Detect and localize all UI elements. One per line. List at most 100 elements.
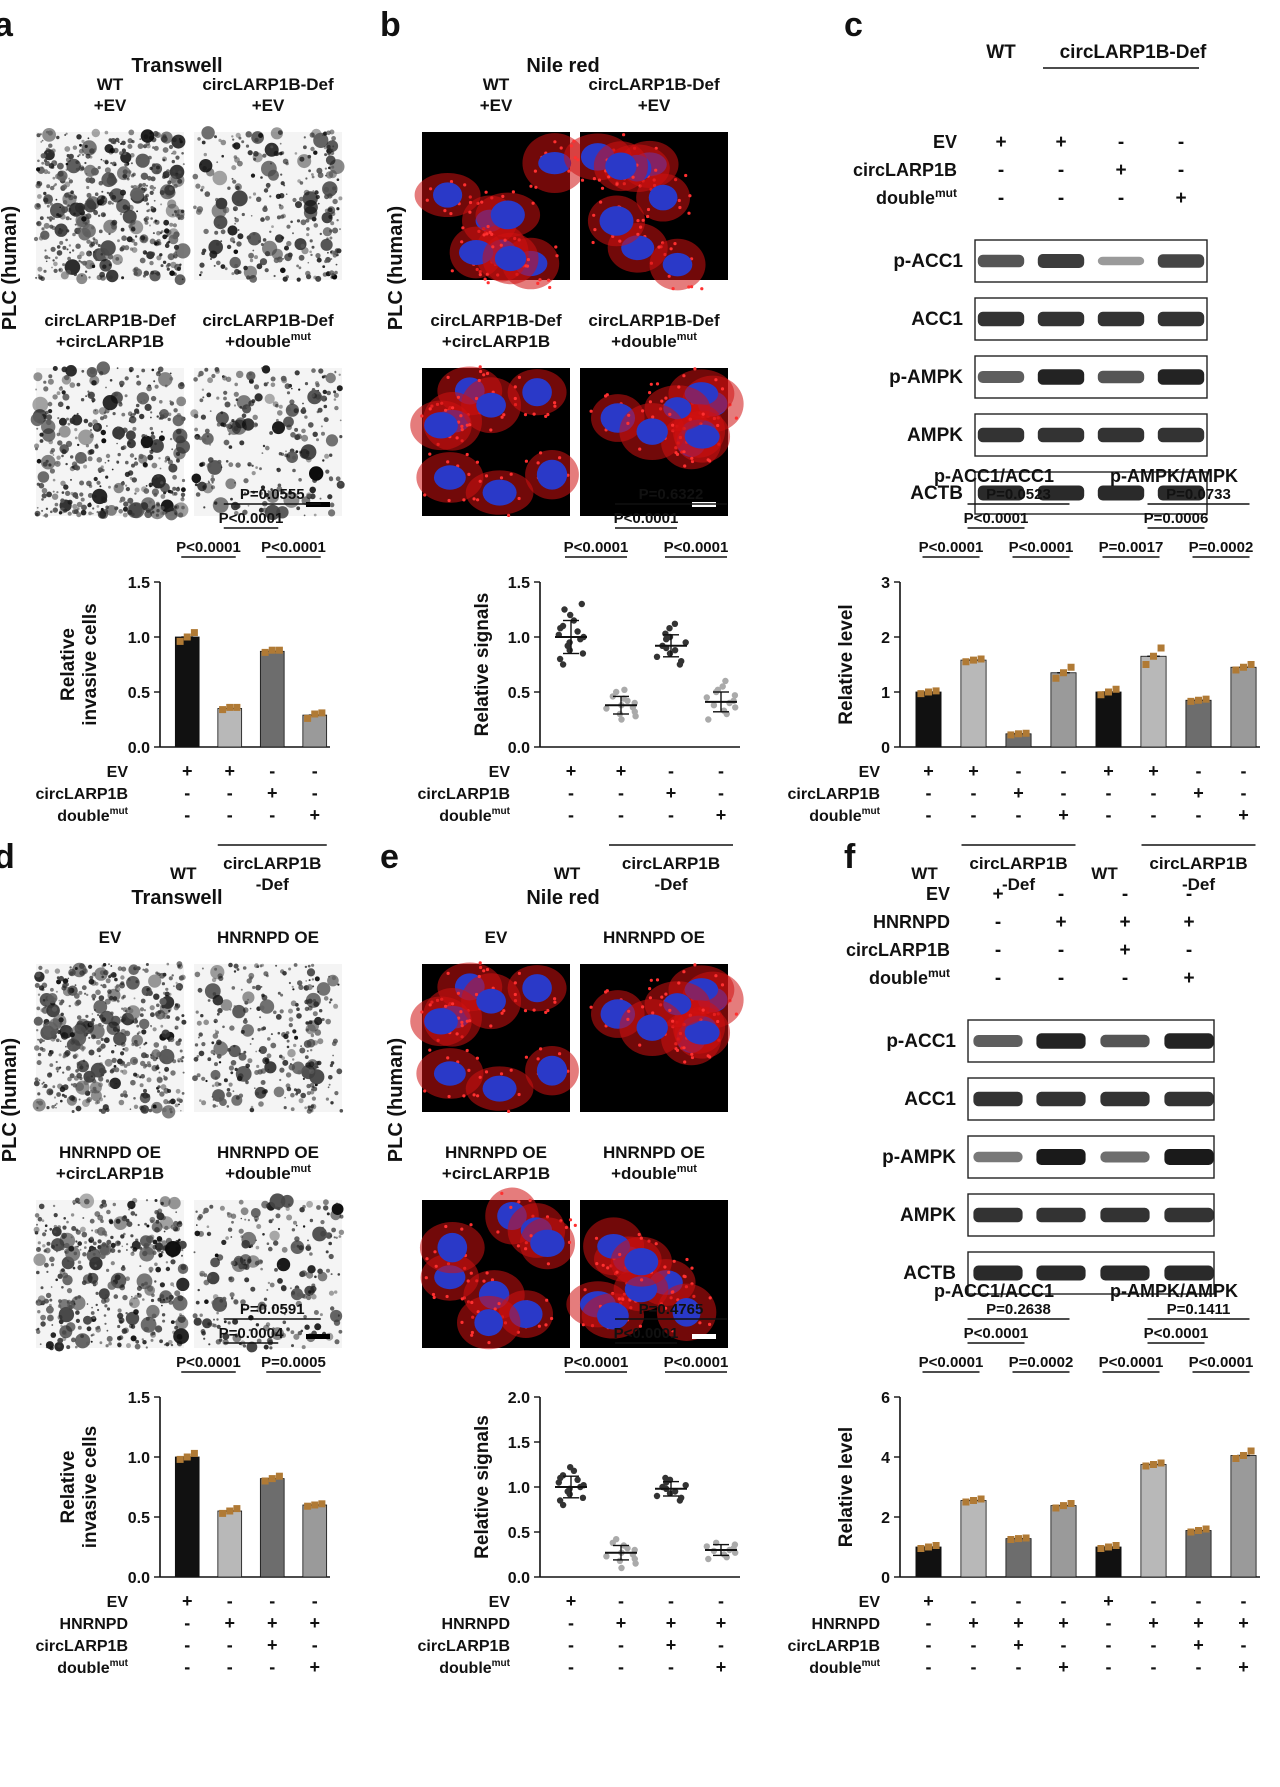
c-bar-condition-label: EV (859, 764, 881, 781)
transwell-image-d-1-cell (197, 1036, 200, 1039)
transwell-image-d-3-cell (294, 1236, 300, 1242)
nile-image-e-3-droplet (595, 1262, 599, 1266)
transwell-image-a-0-cell (164, 184, 176, 196)
nile-image-e-1-droplet (714, 974, 718, 978)
transwell-image-a-3-cell (285, 450, 287, 453)
transwell-image-a-3-cell (201, 432, 214, 445)
transwell-image-d-3-cell (207, 1271, 220, 1285)
transwell-image-a-0-cell (120, 190, 124, 195)
nile-image-b-2-droplet (457, 420, 461, 424)
transwell-image-d-1-cell (298, 984, 304, 991)
transwell-image-a-2-cell (74, 428, 78, 432)
d-bar-point (261, 1477, 269, 1485)
transwell-image-d-2-cell (62, 1272, 69, 1279)
c-bar-point (970, 656, 977, 664)
transwell-image-a-2-cell (38, 482, 45, 489)
transwell-image-d-1-cell (292, 1058, 295, 1061)
transwell-image-d-2-cell (106, 1239, 112, 1245)
blot-band-ACC1 (973, 1091, 1023, 1107)
b-scatter-point (666, 625, 673, 632)
transwell-image-d-2-cell (125, 1311, 140, 1326)
transwell-image-d-1-cell (219, 1097, 222, 1100)
transwell-image-a-3-cell (263, 382, 268, 387)
transwell-image-d-1-cell (261, 993, 265, 998)
transwell-image-a-2-cell (74, 495, 79, 500)
transwell-image-d-1-cell (233, 1005, 237, 1008)
transwell-image-a-3-cell (199, 398, 204, 403)
nile-image-e-1 (580, 963, 744, 1112)
transwell-image-a-2-cell (76, 412, 79, 415)
nile-image-e-2-droplet (550, 1316, 554, 1321)
transwell-image-d-0-cell (70, 1024, 87, 1041)
transwell-image-d-0-cell (128, 978, 131, 982)
transwell-image-d-0-cell (150, 1012, 155, 1018)
transwell-image-a-3-cell (322, 389, 327, 395)
transwell-image-a-1-cell (306, 227, 310, 231)
nile-image-b-2-droplet (532, 412, 536, 416)
transwell-image-a-1-cell (300, 243, 305, 249)
transwell-image-d-2-cell (101, 1298, 107, 1304)
transwell-image-a-2-cell (138, 453, 144, 459)
transwell-image-d-1-cell (279, 1009, 284, 1014)
transwell-image-d-2-cell (57, 1314, 63, 1320)
transwell-image-d-1-cell (201, 1100, 207, 1106)
transwell-image-a-2-cell (103, 414, 108, 419)
panel-title-a: Transwell (131, 55, 222, 77)
transwell-image-d-2-cell (176, 1277, 190, 1291)
f-bar-point (1195, 1527, 1202, 1534)
transwell-image-a-1-cell (322, 265, 326, 268)
transwell-image-a-2-cell (47, 401, 53, 407)
a-bar-group-label: WT (170, 864, 197, 883)
transwell-image-d-0-cell (104, 1058, 113, 1067)
nile-image-b-1-droplet (576, 158, 580, 162)
transwell-image-a-2-cell (173, 408, 178, 413)
transwell-image-d-0-cell (122, 994, 126, 999)
transwell-image-d-2-cell (174, 1290, 181, 1297)
transwell-image-a-1-cell (234, 183, 242, 191)
blot-condition-value: + (1183, 968, 1194, 989)
transwell-image-a-3-cell (243, 478, 249, 484)
transwell-image-a-0-cell (56, 135, 60, 140)
transwell-image-a-1-cell (306, 233, 310, 237)
transwell-image-a-2-cell (76, 382, 81, 387)
transwell-image-a-0-cell (65, 162, 69, 166)
transwell-image-d-3-cell (257, 1259, 263, 1265)
transwell-image-d-1-cell (199, 1099, 202, 1102)
transwell-image-d-2-cell (57, 1273, 63, 1279)
transwell-image-a-2-cell (61, 454, 64, 458)
transwell-image-d-2-cell (60, 1324, 63, 1328)
transwell-image-a-2-cell (148, 482, 153, 487)
transwell-image-d-1-cell (325, 1018, 332, 1025)
transwell-image-d-3-cell (285, 1206, 290, 1211)
transwell-image-a-0-cell (101, 190, 104, 193)
transwell-image-a-1-cell (199, 159, 213, 173)
blot-label-ACC1: ACC1 (911, 309, 963, 330)
d-bar-pvalue: P=0.0005 (261, 1354, 326, 1371)
transwell-image-a-0-cell (172, 223, 177, 228)
transwell-image-d-2-cell (150, 1298, 155, 1303)
transwell-image-a-1-cell (237, 229, 240, 231)
transwell-image-d-1-cell (259, 1005, 265, 1011)
transwell-image-d-2-cell (89, 1218, 95, 1224)
transwell-image-a-3-cell (203, 506, 206, 509)
transwell-image-d-2-cell (149, 1216, 156, 1223)
b-scatter-condition-label: EV (489, 764, 511, 781)
nile-image-b-1 (563, 132, 728, 291)
transwell-image-d-0-cell (38, 965, 43, 971)
transwell-image-d-1-cell (201, 967, 204, 970)
transwell-image-a-2-cell (33, 372, 43, 382)
transwell-image-a-1-cell (296, 277, 301, 282)
transwell-image-d-1-cell (210, 1049, 215, 1055)
transwell-image-a-0-cell (180, 209, 185, 214)
transwell-image-d-2-cell (125, 1218, 130, 1223)
transwell-image-d-0-cell (167, 1089, 172, 1093)
transwell-image-a-0-cell (181, 152, 184, 155)
transwell-image-a-0-cell (89, 177, 96, 184)
transwell-image-d-1-cell (200, 1014, 204, 1018)
transwell-image-a-1-cell (248, 196, 252, 199)
transwell-image-d-1-cell (201, 1076, 206, 1081)
c-bar-condition-value: - (926, 783, 932, 803)
b-scatter-point (567, 611, 574, 619)
transwell-image-a-3-cell (327, 494, 333, 500)
